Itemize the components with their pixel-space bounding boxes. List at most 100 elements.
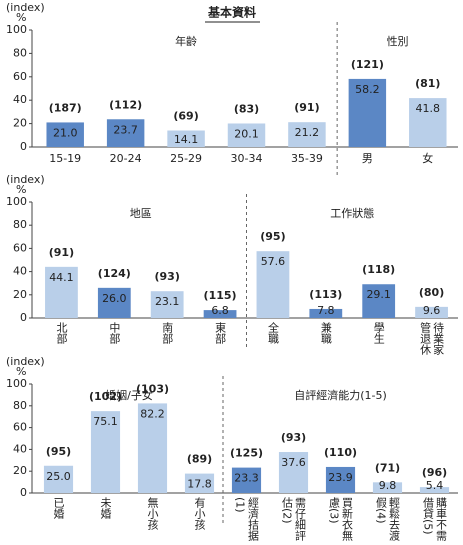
value-label: 14.1 bbox=[174, 133, 199, 146]
value-label: 58.2 bbox=[355, 83, 380, 96]
x-tick-label: 經濟拮据(1) bbox=[233, 497, 260, 541]
value-label: 26.0 bbox=[102, 292, 127, 305]
count-label: (96) bbox=[422, 466, 447, 479]
bar bbox=[97, 287, 131, 318]
y-tick-label: 20 bbox=[13, 464, 27, 477]
y-tick-label: 0 bbox=[20, 311, 27, 324]
bar bbox=[150, 291, 184, 318]
bar bbox=[325, 466, 356, 493]
count-label: (69) bbox=[173, 110, 198, 123]
x-tick-label: 需仔細評估(2) bbox=[280, 497, 307, 541]
value-label: 82.2 bbox=[140, 407, 165, 420]
count-label: (113) bbox=[309, 288, 342, 301]
x-tick-label: 15-19 bbox=[49, 152, 81, 165]
y-tick-label: 80 bbox=[13, 46, 27, 59]
count-label: (102) bbox=[89, 390, 122, 403]
value-label: 25.0 bbox=[46, 470, 71, 483]
x-tick-label: 未婚 bbox=[99, 497, 112, 519]
count-label: (83) bbox=[234, 102, 259, 115]
value-label: 9.8 bbox=[379, 479, 397, 492]
bar bbox=[309, 308, 343, 318]
count-label: (110) bbox=[324, 446, 357, 459]
bar bbox=[415, 306, 448, 318]
bar bbox=[90, 411, 121, 493]
x-tick-label: 無小孩 bbox=[146, 497, 159, 530]
x-tick-label: 女 bbox=[422, 151, 433, 165]
count-label: (95) bbox=[260, 230, 285, 243]
y-axis-label: (index) bbox=[6, 1, 45, 14]
bar bbox=[45, 266, 78, 318]
y-tick-label: 100 bbox=[6, 377, 27, 390]
group-label: 工作狀態 bbox=[330, 206, 374, 220]
x-tick-label: 有小孩 bbox=[193, 497, 206, 530]
bar bbox=[167, 130, 205, 147]
x-tick-label: 待業家管退休 bbox=[418, 322, 445, 355]
value-label: 29.1 bbox=[366, 288, 391, 301]
count-label: (91) bbox=[294, 101, 319, 114]
count-label: (91) bbox=[49, 246, 74, 259]
y-tick-label: 100 bbox=[6, 195, 27, 208]
count-label: (80) bbox=[419, 286, 444, 299]
y-axis-label: (index) bbox=[6, 355, 45, 368]
y-tick-label: 40 bbox=[13, 93, 27, 106]
count-label: (112) bbox=[109, 98, 142, 111]
count-label: (89) bbox=[187, 453, 212, 466]
value-label: 57.6 bbox=[261, 255, 286, 268]
group-label: 地區 bbox=[130, 207, 152, 220]
x-tick-label: 學生 bbox=[372, 322, 386, 344]
group-label: 婚姻/子女 bbox=[105, 388, 153, 402]
x-tick-label: 25-29 bbox=[170, 152, 202, 165]
bar bbox=[184, 473, 215, 493]
value-label: 21.2 bbox=[295, 126, 320, 139]
x-tick-label: 全職 bbox=[266, 322, 280, 344]
group-label: 自評經濟能力(1-5) bbox=[294, 388, 387, 402]
x-tick-label: 輕鬆去渡假(4) bbox=[374, 497, 401, 541]
x-tick-label: 北部 bbox=[54, 322, 68, 344]
bar bbox=[278, 452, 309, 493]
x-tick-label: 買新衣無慮(3) bbox=[327, 497, 354, 541]
count-label: (187) bbox=[49, 101, 82, 114]
y-tick-label: 60 bbox=[13, 421, 27, 434]
count-label: (81) bbox=[415, 77, 440, 90]
count-label: (93) bbox=[281, 431, 306, 444]
value-label: 41.8 bbox=[416, 102, 441, 115]
bar bbox=[43, 465, 74, 493]
x-tick-label: 中部 bbox=[107, 322, 121, 344]
y-axis-label: (index) bbox=[6, 173, 45, 186]
value-label: 23.9 bbox=[328, 471, 353, 484]
x-tick-label: 兼職 bbox=[319, 322, 333, 344]
count-label: (103) bbox=[136, 382, 169, 395]
x-tick-label: 南部 bbox=[160, 322, 174, 344]
y-tick-label: 80 bbox=[13, 218, 27, 231]
x-tick-label: 20-24 bbox=[110, 152, 142, 165]
y-tick-label: 40 bbox=[13, 265, 27, 278]
x-tick-label: 30-34 bbox=[231, 152, 263, 165]
value-label: 23.7 bbox=[113, 123, 138, 136]
bar bbox=[348, 78, 387, 147]
value-label: 20.1 bbox=[234, 127, 259, 140]
count-label: (95) bbox=[46, 445, 71, 458]
y-tick-label: 100 bbox=[6, 23, 27, 36]
page-title: 基本資料 bbox=[207, 5, 256, 20]
value-label: 5.4 bbox=[426, 479, 444, 492]
y-tick-label: 60 bbox=[13, 241, 27, 254]
x-tick-label: 已婚 bbox=[52, 497, 65, 519]
count-label: (93) bbox=[155, 270, 180, 283]
y-axis-unit: % bbox=[16, 365, 26, 378]
y-tick-label: 40 bbox=[13, 442, 27, 455]
x-tick-label: 購車不需借貸(5) bbox=[421, 497, 448, 541]
x-tick-label: 男 bbox=[362, 152, 373, 165]
bar bbox=[372, 482, 403, 493]
group-label: 年齡 bbox=[175, 34, 197, 48]
value-label: 23.3 bbox=[234, 472, 259, 485]
value-label: 44.1 bbox=[49, 271, 74, 284]
value-label: 7.8 bbox=[317, 304, 335, 317]
bar bbox=[203, 310, 237, 318]
bar bbox=[137, 403, 168, 493]
value-label: 21.0 bbox=[53, 126, 78, 139]
y-axis-unit: % bbox=[16, 183, 26, 196]
value-label: 6.8 bbox=[211, 304, 229, 317]
group-label: 性別 bbox=[387, 34, 409, 48]
value-label: 75.1 bbox=[93, 415, 118, 428]
